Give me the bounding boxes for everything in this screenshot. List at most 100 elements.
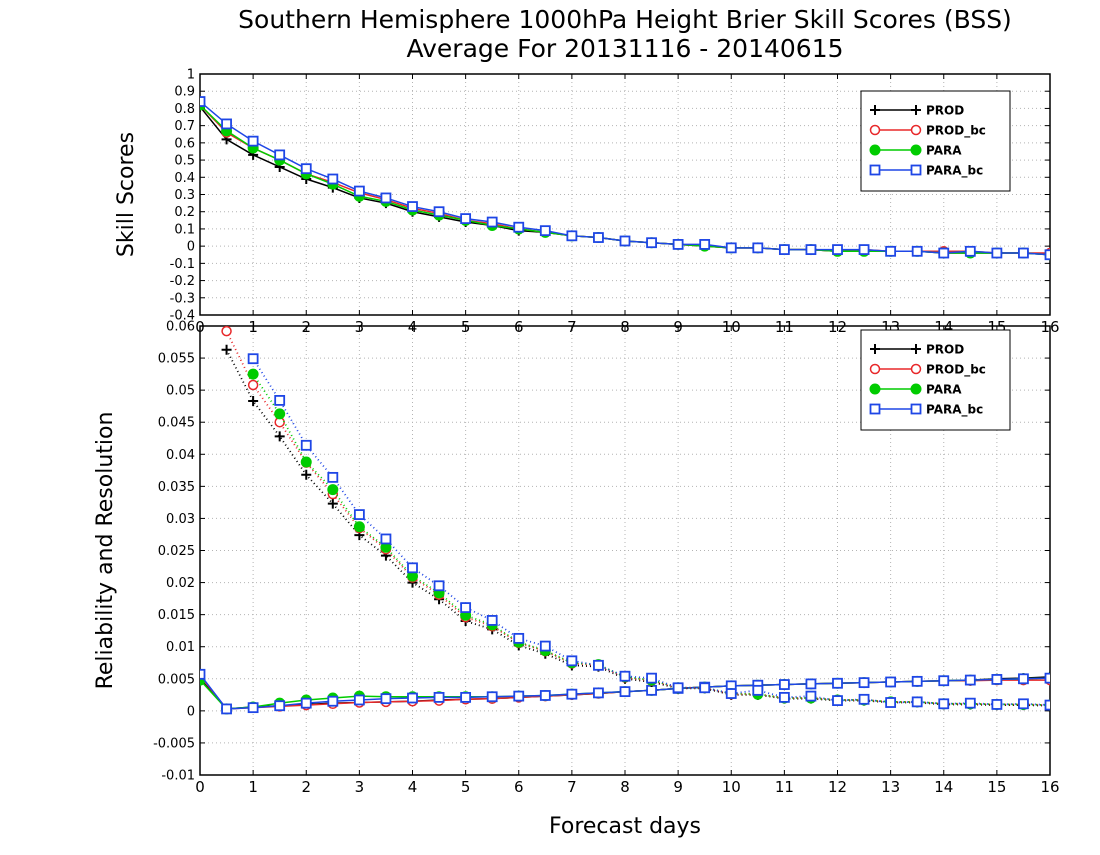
relres-point-para-bc-resolution bbox=[752, 684, 764, 696]
relres-point-para-bc-resolution bbox=[991, 699, 1003, 710]
relres-point-prod-resolution bbox=[301, 469, 312, 480]
skill-y-tick-label: 0.3 bbox=[174, 188, 195, 203]
relres-point-para-bc-reliability bbox=[380, 693, 392, 705]
relres-y-axis-label: Reliability and Resolution bbox=[93, 412, 118, 690]
relres-x-tick-label: 12 bbox=[828, 778, 847, 796]
relres-legend-label-para-bc: PARA_bc bbox=[926, 403, 983, 418]
relres-x-tick-label: 15 bbox=[987, 778, 1006, 796]
relres-point-para-resolution bbox=[353, 521, 365, 533]
skill-scores-panel: -0.4 -0.3 -0.2 -0.1 0 0.1 0.2 0.3 0.4 0.5 0.6 0.7 0.… bbox=[114, 68, 1060, 337]
relres-point-para-bc-resolution bbox=[725, 688, 737, 699]
skill-point-para-bc bbox=[300, 163, 312, 175]
relres-point-para-bc-reliability bbox=[513, 690, 525, 702]
relres-point-para-bc-reliability bbox=[247, 702, 259, 714]
relres-x-tick-label: 16 bbox=[1040, 778, 1059, 796]
relres-y-tick-label: 0.05 bbox=[166, 384, 195, 399]
relres-point-para-bc-resolution bbox=[672, 682, 684, 694]
skill-point-para-bc bbox=[885, 245, 897, 257]
relres-legend-marker-prod-bc bbox=[910, 363, 922, 375]
relres-point-para-bc-resolution bbox=[486, 615, 498, 626]
relres-point-para-bc-resolution bbox=[646, 672, 657, 684]
relres-y-tick-label: 0.035 bbox=[158, 480, 195, 495]
relres-x-tick-label: 7 bbox=[567, 778, 577, 796]
skill-point-para-bc bbox=[274, 149, 286, 161]
skill-point-para-bc bbox=[593, 232, 604, 243]
x-axis-label: Forecast days bbox=[549, 814, 701, 839]
relres-x-tick-label: 5 bbox=[461, 778, 471, 796]
skill-point-para-bc bbox=[725, 242, 737, 254]
relres-point-para-bc-reliability bbox=[964, 674, 976, 686]
relres-point-para-bc-reliability bbox=[911, 675, 923, 687]
skill-y-tick-label: 0.9 bbox=[174, 85, 195, 100]
skill-point-para-bc bbox=[805, 244, 817, 255]
skill-y-tick-label: 0.7 bbox=[174, 119, 195, 134]
relres-point-para-bc-reliability bbox=[805, 678, 817, 690]
relres-point-para-bc-resolution bbox=[300, 439, 312, 451]
skill-legend: PROD PROD_bc PARA PARA_bc bbox=[860, 90, 1011, 192]
skill-point-para-bc bbox=[964, 245, 976, 257]
relres-point-para-bc-reliability bbox=[1044, 672, 1050, 684]
skill-point-para-bc bbox=[327, 173, 339, 185]
relres-point-prod-resolution bbox=[274, 431, 285, 442]
relres-point-para-bc-reliability bbox=[778, 679, 790, 690]
relres-point-prod-bc-resolution bbox=[221, 325, 232, 337]
skill-point-para-bc bbox=[699, 239, 711, 250]
skill-point-para-bc bbox=[1018, 247, 1029, 259]
relres-point-para-bc-reliability bbox=[221, 703, 232, 715]
relres-x-tick-label: 10 bbox=[722, 778, 741, 796]
skill-legend-marker-prod-bc bbox=[869, 124, 881, 136]
relres-y-tick-label: 0.045 bbox=[158, 416, 195, 431]
skill-series-group bbox=[200, 96, 1050, 261]
relres-x-tick-label: 6 bbox=[514, 778, 524, 796]
skill-point-para-bc bbox=[460, 213, 472, 225]
skill-point-para-bc bbox=[539, 225, 551, 237]
skill-y-tick-label: 0 bbox=[187, 240, 195, 255]
skill-y-tick-label: 0.8 bbox=[174, 102, 195, 117]
skill-y-tick-label: -0.1 bbox=[170, 257, 195, 272]
skill-point-para-bc bbox=[672, 239, 684, 250]
relres-legend-marker-para-bc bbox=[869, 403, 881, 415]
relres-point-para-bc-reliability bbox=[646, 684, 657, 696]
relres-point-para-bc-resolution bbox=[274, 395, 286, 406]
relres-y-tick-label: 0.01 bbox=[166, 640, 195, 655]
relres-legend-box bbox=[860, 329, 1011, 431]
relres-legend-label-prod: PROD bbox=[926, 343, 964, 357]
relres-y-tick-label: -0.01 bbox=[161, 769, 195, 784]
relres-y-tick-label: 0.04 bbox=[166, 448, 195, 463]
relres-point-para-resolution bbox=[274, 408, 286, 420]
relres-point-para-bc-resolution bbox=[1018, 698, 1029, 710]
relres-point-para-bc-resolution bbox=[460, 602, 472, 613]
relres-point-para-resolution bbox=[247, 368, 259, 380]
skill-point-para-bc bbox=[858, 244, 870, 255]
skill-point-para-bc bbox=[433, 206, 445, 218]
relres-legend-marker-para bbox=[869, 383, 881, 395]
relres-point-prod-resolution bbox=[248, 396, 259, 407]
relres-x-tick-label: 2 bbox=[301, 778, 311, 796]
relres-x-tick-label: 13 bbox=[881, 778, 900, 796]
relres-x-tick-label: 8 bbox=[620, 778, 630, 796]
skill-legend-label-para: PARA bbox=[926, 144, 962, 158]
relres-point-para-bc-reliability bbox=[327, 695, 339, 707]
relres-point-para-bc-reliability bbox=[593, 687, 604, 699]
relres-legend-label-para: PARA bbox=[926, 383, 962, 397]
relres-point-para-bc-reliability bbox=[619, 686, 631, 698]
reliability-resolution-panel: -0.01 -0.005 0 0.005 0.01 0.015 0.02 0.025 0.03 0… bbox=[93, 320, 1060, 797]
relres-point-para-bc-reliability bbox=[200, 668, 206, 680]
relres-point-para-bc-reliability bbox=[991, 674, 1003, 685]
relres-point-para-bc-reliability bbox=[938, 675, 950, 687]
skill-y-tick-label: 0.5 bbox=[174, 154, 195, 169]
relres-point-para-bc-resolution bbox=[327, 471, 339, 483]
skill-legend-marker-para-bc bbox=[910, 164, 922, 176]
relres-point-para-bc-resolution bbox=[247, 353, 259, 365]
skill-point-para-bc bbox=[938, 247, 950, 259]
relres-point-para-bc-resolution bbox=[858, 693, 870, 705]
skill-y-tick-label: 0.4 bbox=[174, 171, 195, 186]
skill-point-para-bc bbox=[778, 244, 790, 255]
skill-point-para-bc bbox=[513, 221, 525, 233]
relres-point-para-bc-reliability bbox=[858, 677, 870, 689]
relres-point-para-bc-reliability bbox=[566, 688, 578, 700]
skill-legend-marker-para-bc bbox=[869, 164, 881, 176]
relres-y-tick-label: 0.005 bbox=[158, 672, 195, 687]
relres-legend-marker-para bbox=[910, 383, 922, 395]
